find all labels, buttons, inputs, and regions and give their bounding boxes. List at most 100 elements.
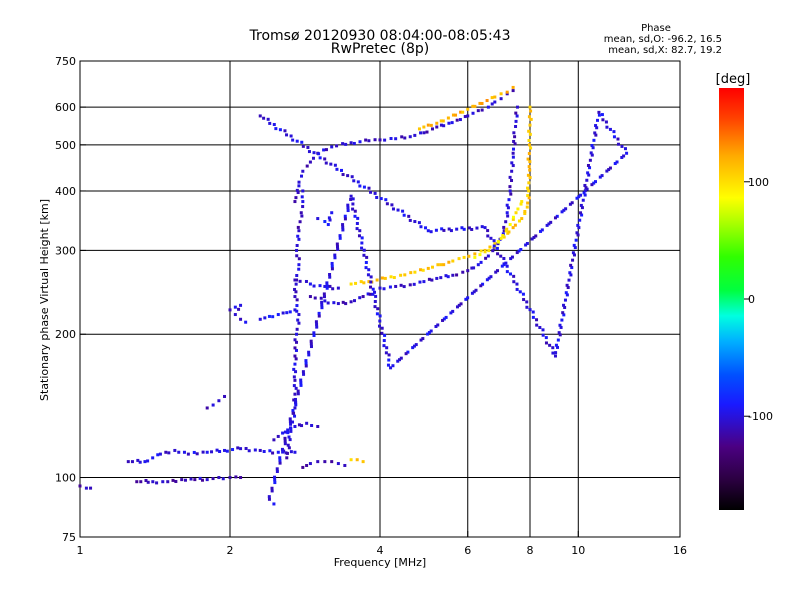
data-point (297, 257, 301, 261)
data-point (514, 211, 518, 215)
data-point (580, 213, 584, 217)
data-point (481, 282, 485, 286)
data-point (297, 321, 301, 325)
data-point (548, 343, 552, 347)
data-point (293, 362, 297, 366)
data-point (449, 229, 453, 233)
data-point (517, 249, 521, 253)
data-point (273, 475, 277, 479)
data-point (558, 333, 562, 337)
data-point (473, 255, 477, 259)
data-point (484, 256, 488, 260)
data-point (253, 448, 257, 452)
data-point (568, 202, 572, 206)
data-point (558, 323, 562, 327)
data-point (565, 293, 569, 297)
data-point (286, 431, 290, 435)
data-point (486, 105, 490, 109)
data-point (419, 131, 423, 135)
data-point (489, 275, 493, 279)
data-point (487, 249, 491, 253)
data-point (436, 263, 440, 267)
data-point (518, 290, 522, 294)
data-point (349, 194, 353, 198)
data-point (294, 357, 298, 361)
data-point (299, 383, 303, 387)
data-point (486, 254, 490, 258)
data-point (330, 460, 334, 464)
data-point (487, 276, 491, 280)
data-point (288, 438, 292, 442)
data-point (472, 266, 476, 270)
data-point (358, 140, 362, 144)
data-point (373, 305, 377, 309)
data-point (483, 250, 487, 254)
data-point (579, 203, 583, 207)
data-point (272, 502, 276, 506)
data-point (535, 323, 539, 327)
data-point (385, 202, 389, 206)
data-point (270, 489, 274, 493)
data-point (568, 271, 572, 275)
data-point (577, 195, 581, 199)
data-point (217, 399, 221, 403)
data-point (521, 292, 525, 296)
data-point (386, 363, 390, 367)
data-point (316, 217, 320, 221)
data-point (285, 133, 289, 137)
data-point (467, 254, 471, 258)
data-point (440, 227, 444, 231)
data-point (218, 449, 222, 453)
data-point (325, 286, 329, 290)
data-point (504, 261, 508, 265)
data-point (305, 164, 309, 168)
data-point (285, 451, 289, 455)
data-point (586, 163, 590, 167)
data-point (551, 351, 555, 355)
x-tick-label: 1 (77, 544, 84, 557)
data-point (572, 253, 576, 257)
data-point (622, 154, 626, 158)
data-point (373, 191, 377, 195)
data-point (267, 497, 271, 501)
data-point (331, 287, 335, 291)
data-point (293, 414, 297, 418)
data-point (519, 248, 523, 252)
data-point (298, 220, 302, 224)
data-point (317, 311, 321, 315)
data-point (507, 198, 511, 202)
data-point (156, 453, 160, 457)
data-point (526, 186, 530, 190)
data-point (231, 448, 235, 452)
data-point (223, 448, 227, 452)
data-point (620, 144, 624, 148)
data-point (292, 375, 296, 379)
data-point (239, 303, 243, 307)
data-point (413, 220, 417, 224)
data-point (144, 479, 148, 483)
data-point (588, 158, 592, 162)
data-point (380, 331, 384, 335)
data-point (299, 211, 303, 215)
data-point (508, 223, 512, 227)
data-point (332, 301, 336, 305)
data-point (278, 458, 282, 462)
data-point (318, 156, 322, 160)
data-point (581, 198, 585, 202)
data-point (424, 226, 428, 230)
data-point (514, 124, 518, 128)
data-point (155, 481, 159, 485)
data-point (396, 359, 400, 363)
data-point (365, 255, 369, 259)
y-tick-label: 400 (55, 185, 76, 198)
data-point (378, 286, 382, 290)
colorbar-tick-label: 100 (748, 176, 769, 189)
data-point (412, 344, 416, 348)
data-point (547, 222, 551, 226)
data-point (554, 351, 558, 355)
data-point (309, 345, 313, 349)
data-point (78, 484, 82, 488)
data-point (527, 115, 531, 119)
data-point (374, 294, 378, 298)
